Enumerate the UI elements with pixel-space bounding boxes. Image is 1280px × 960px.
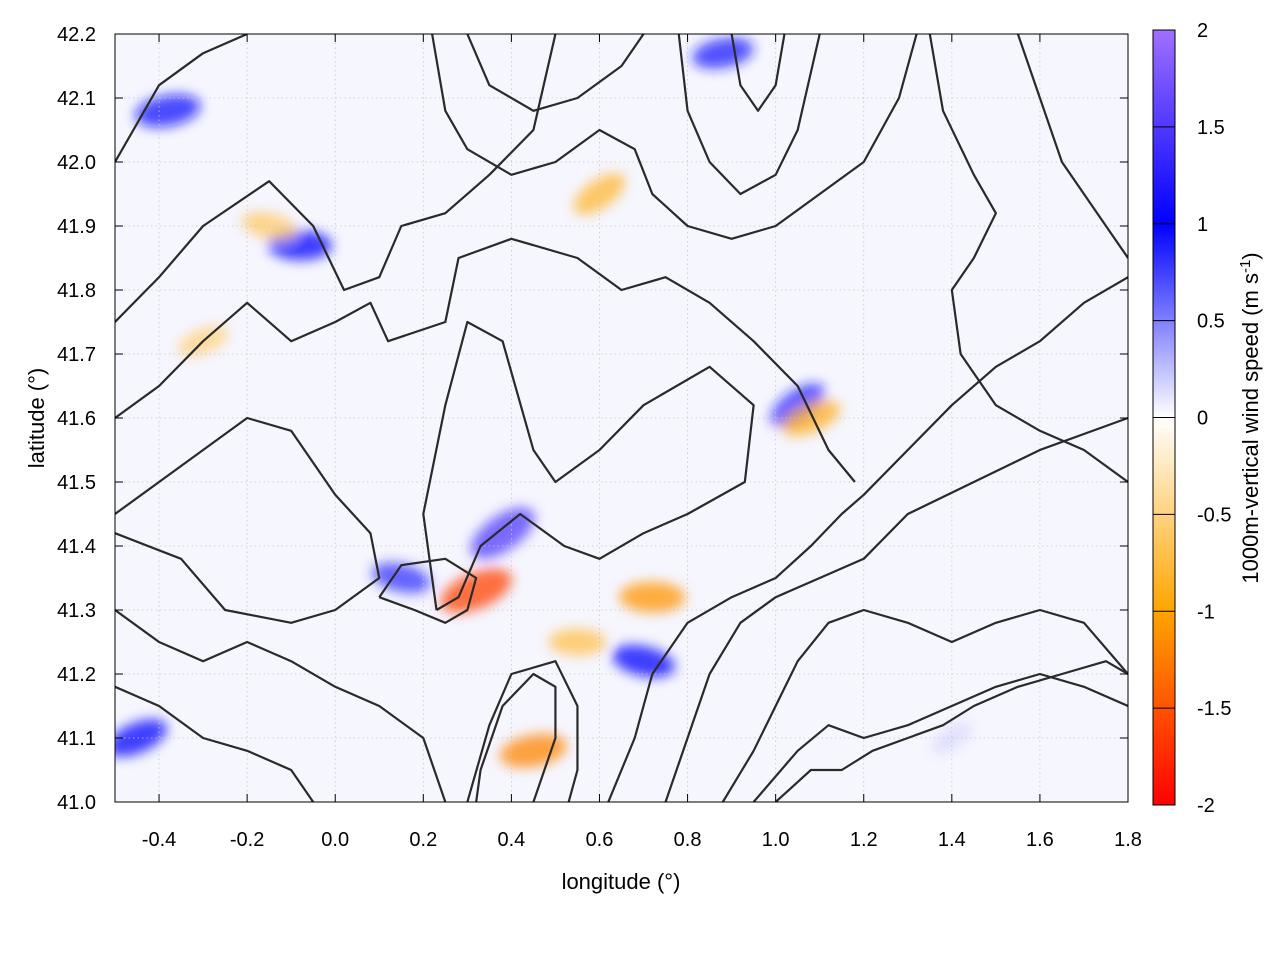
- contour-line: [466, 660, 579, 802]
- y-tick-label: 41.9: [57, 216, 96, 238]
- contour-line: [730, 34, 786, 112]
- wind-feature: [499, 733, 567, 768]
- wind-feature: [440, 568, 512, 614]
- y-tick-label: 41.5: [57, 472, 96, 494]
- colorbar-tick-label: 1.5: [1197, 117, 1225, 139]
- y-tick-label: 41.0: [57, 792, 96, 814]
- contour-line: [115, 609, 447, 802]
- colorbar-title: 1000m-vertical wind speed (m s-1): [1237, 252, 1263, 583]
- contour-line: [475, 672, 557, 802]
- wind-feature: [619, 581, 686, 613]
- contour-line: [466, 34, 645, 112]
- wind-feature: [135, 94, 201, 128]
- wind-feature: [115, 719, 168, 757]
- y-tick-label: 41.6: [57, 408, 96, 430]
- colorbar-tick-label: -1: [1197, 601, 1215, 623]
- x-axis-title: longitude (°): [562, 869, 681, 894]
- x-tick-label: 1.6: [1026, 829, 1054, 851]
- x-tick-label: 1.0: [762, 829, 790, 851]
- y-axis: 41.0 41.1 41.2 41.3 41.4 41.5 41.6 41.7 41.8 41.9…: [57, 24, 1128, 814]
- colorbar-tick-label: -2: [1197, 795, 1215, 817]
- contour-line: [774, 660, 1128, 802]
- x-tick-label: 1.8: [1114, 829, 1142, 851]
- y-tick-label: 42.0: [57, 152, 96, 174]
- contour-line: [607, 276, 1128, 802]
- y-tick-label: 42.2: [57, 24, 96, 46]
- colorbar-title-superscript: -1: [1237, 260, 1254, 273]
- wind-feature: [781, 399, 840, 437]
- contour-line: [115, 34, 248, 163]
- colorbar-tick-label: 1: [1197, 214, 1208, 236]
- colorbar-tick-label: 0.5: [1197, 311, 1225, 333]
- y-axis-title: latitude (°): [24, 368, 49, 469]
- wind-feature: [548, 628, 607, 656]
- plot-background: [115, 34, 1128, 802]
- x-tick-label: -0.2: [230, 829, 264, 851]
- contour-line: [928, 34, 1128, 483]
- contour-line: [378, 557, 478, 624]
- contour-line: [422, 320, 755, 611]
- y-tick-label: 42.1: [57, 88, 96, 110]
- contour-line: [721, 608, 1128, 802]
- contour-line: [115, 416, 381, 624]
- x-tick-label: 0.0: [321, 829, 349, 851]
- colorbar-title-close: ): [1238, 252, 1263, 259]
- terrain-contours: [115, 34, 1128, 802]
- wind-feature: [573, 173, 626, 215]
- x-tick-label: -0.4: [142, 829, 176, 851]
- contour-line: [1016, 34, 1128, 259]
- x-tick-label: 1.4: [938, 829, 966, 851]
- contour-line: [677, 34, 821, 196]
- wind-feature: [770, 383, 825, 427]
- colorbar-tick-label: -1.5: [1197, 698, 1231, 720]
- wind-feature: [692, 37, 754, 69]
- colorbar-tick-label: 2: [1197, 20, 1208, 42]
- colorbar-ticks: 2 1.5 1 0.5 0 -0.5 -1 -1.5 -2: [1153, 20, 1231, 817]
- y-tick-label: 41.4: [57, 536, 96, 558]
- contour-line: [664, 416, 1128, 802]
- contour-line: [752, 672, 1128, 802]
- x-tick-label: 0.4: [497, 829, 525, 851]
- colorbar-title-text: 1000m-vertical wind speed (m s: [1238, 273, 1263, 584]
- x-tick-label: 0.8: [674, 829, 702, 851]
- x-tick-label: 1.2: [850, 829, 878, 851]
- y-tick-label: 41.1: [57, 728, 96, 750]
- y-tick-label: 41.3: [57, 600, 96, 622]
- x-tick-label: 0.6: [586, 829, 614, 851]
- x-tick-label: 0.2: [409, 829, 437, 851]
- contour-line: [431, 34, 918, 240]
- wind-feature: [612, 644, 675, 678]
- y-tick-label: 41.8: [57, 280, 96, 302]
- x-axis: -0.4 -0.2 0.0 0.2 0.4 0.6 0.8 1.0 1.2 1.4 1.6 1.8: [142, 34, 1142, 851]
- colorbar-tick-label: -0.5: [1197, 504, 1231, 526]
- contour-line: [115, 685, 315, 802]
- colorbar-tick-label: 0: [1197, 408, 1208, 430]
- y-tick-label: 41.2: [57, 664, 96, 686]
- y-tick-label: 41.7: [57, 344, 96, 366]
- wind-feature: [470, 507, 535, 559]
- contour-line: [115, 237, 856, 483]
- wind-feature: [931, 721, 973, 755]
